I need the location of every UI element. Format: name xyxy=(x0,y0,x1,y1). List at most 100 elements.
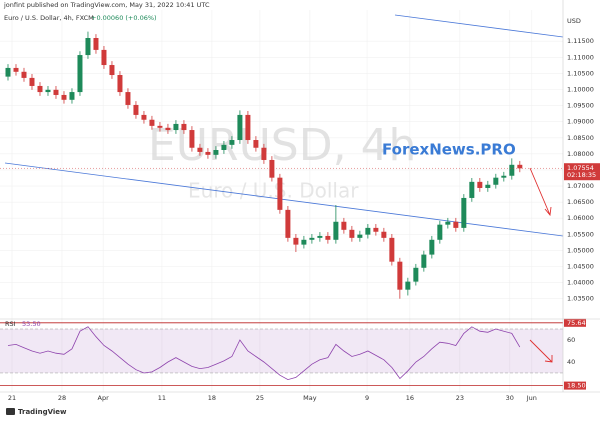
candle-body xyxy=(53,89,59,95)
x-tick-label: May xyxy=(303,394,317,402)
y-tick-label: 1.10500 xyxy=(567,69,594,77)
candle-body xyxy=(269,159,275,178)
candle-body xyxy=(149,119,155,126)
candle-body xyxy=(181,123,187,131)
currency: USD xyxy=(567,17,581,25)
x-tick-label: Apr xyxy=(98,394,110,402)
candle-body xyxy=(93,38,99,50)
watermark-symbol: EURUSD, 4h xyxy=(148,120,416,171)
y-tick-label: 1.08000 xyxy=(567,150,594,158)
candle-body xyxy=(469,181,475,198)
candle-body xyxy=(381,231,387,238)
candle-body xyxy=(205,151,211,155)
overlay-text: ForexNews.PRO xyxy=(382,141,516,159)
candle-body xyxy=(37,85,43,93)
rsi-line xyxy=(7,326,521,381)
rsi-band xyxy=(0,329,563,373)
y-tick-label: 1.08500 xyxy=(567,134,594,142)
candle-body xyxy=(317,235,323,238)
candle-body xyxy=(85,38,91,56)
x-tick-label: 28 xyxy=(58,394,66,402)
candle-body xyxy=(485,184,491,188)
candle-body xyxy=(173,123,179,131)
y-tick-label: 60 xyxy=(567,336,575,344)
candle-body xyxy=(325,235,331,240)
candle-body xyxy=(5,67,11,77)
y-tick-label: 1.04000 xyxy=(567,279,594,287)
candle-body xyxy=(133,104,139,115)
last-price-box xyxy=(564,163,600,181)
level-label: 75.64 xyxy=(567,319,586,327)
candle-body xyxy=(477,181,483,188)
candle-body xyxy=(117,75,123,93)
y-tick-label: 1.05000 xyxy=(567,246,594,254)
trend-line xyxy=(394,14,564,38)
candle-body xyxy=(509,164,515,176)
candle-body xyxy=(301,239,307,245)
y-tick-label: 1.09000 xyxy=(567,118,594,126)
candle-body xyxy=(461,197,467,228)
candle-body xyxy=(261,147,267,160)
candle-body xyxy=(453,221,459,228)
publisher: jonfint published on TradingView.com, Ma… xyxy=(3,1,210,9)
x-tick-label: 16 xyxy=(406,394,414,402)
level-label: 18.50 xyxy=(567,382,586,390)
y-tick-label: 1.09500 xyxy=(567,102,594,110)
rsi-name: RSI xyxy=(5,320,16,328)
candle-body xyxy=(165,127,171,131)
candle-body xyxy=(501,175,507,178)
candle-body xyxy=(245,114,251,141)
candle-body xyxy=(293,237,299,245)
candle-body xyxy=(349,229,355,238)
x-tick-label: 21 xyxy=(8,394,16,402)
candle-body xyxy=(413,267,419,282)
candle-body xyxy=(365,227,371,235)
candle-body xyxy=(141,114,147,120)
candle-body xyxy=(213,150,219,155)
arrow xyxy=(529,167,552,217)
candle-body xyxy=(29,77,35,86)
candle-body xyxy=(101,49,107,66)
logo xyxy=(6,408,15,415)
candle-body xyxy=(69,92,75,100)
y-tick-label: 1.04500 xyxy=(567,263,594,271)
candle-body xyxy=(429,239,435,255)
candle-body xyxy=(77,55,83,93)
x-tick-label: 30 xyxy=(506,394,514,402)
candle-body xyxy=(333,221,339,240)
candle-body xyxy=(517,164,523,169)
x-tick-label: Jun xyxy=(526,394,537,402)
candle-body xyxy=(421,254,427,268)
candle-body xyxy=(157,125,163,128)
candle-body xyxy=(389,237,395,262)
symbol: Euro / U.S. Dollar, 4h, FXCM xyxy=(4,14,94,22)
y-tick-label: 1.07000 xyxy=(567,182,594,190)
candle-body xyxy=(405,281,411,290)
y-tick-label: 1.11000 xyxy=(567,53,594,61)
footer: TradingView xyxy=(18,408,67,416)
arrow xyxy=(529,339,553,363)
candle-body xyxy=(357,234,363,238)
change: +0.00060 (+0.06%) xyxy=(91,14,157,22)
candle-body xyxy=(253,140,259,148)
candle-body xyxy=(221,144,227,150)
y-tick-label: 1.10000 xyxy=(567,85,594,93)
y-tick-label: 1.06500 xyxy=(567,198,594,206)
y-tick-label: 1.11500 xyxy=(567,37,594,45)
candle-body xyxy=(397,261,403,290)
candle-body xyxy=(437,224,443,240)
candle-body xyxy=(285,209,291,238)
candle-body xyxy=(125,92,131,105)
candle-body xyxy=(13,67,19,72)
y-tick-label: 1.06000 xyxy=(567,214,594,222)
x-tick-label: 18 xyxy=(208,394,216,402)
last-price-label: 1.07554 xyxy=(567,164,594,172)
candle-body xyxy=(197,147,203,152)
candle-body xyxy=(189,130,195,148)
y-tick-label: 40 xyxy=(567,358,575,366)
countdown: 02:18:35 xyxy=(567,171,596,179)
rsi-current: 53.50 xyxy=(22,320,41,328)
candle-body xyxy=(237,114,243,141)
candle-body xyxy=(277,177,283,210)
